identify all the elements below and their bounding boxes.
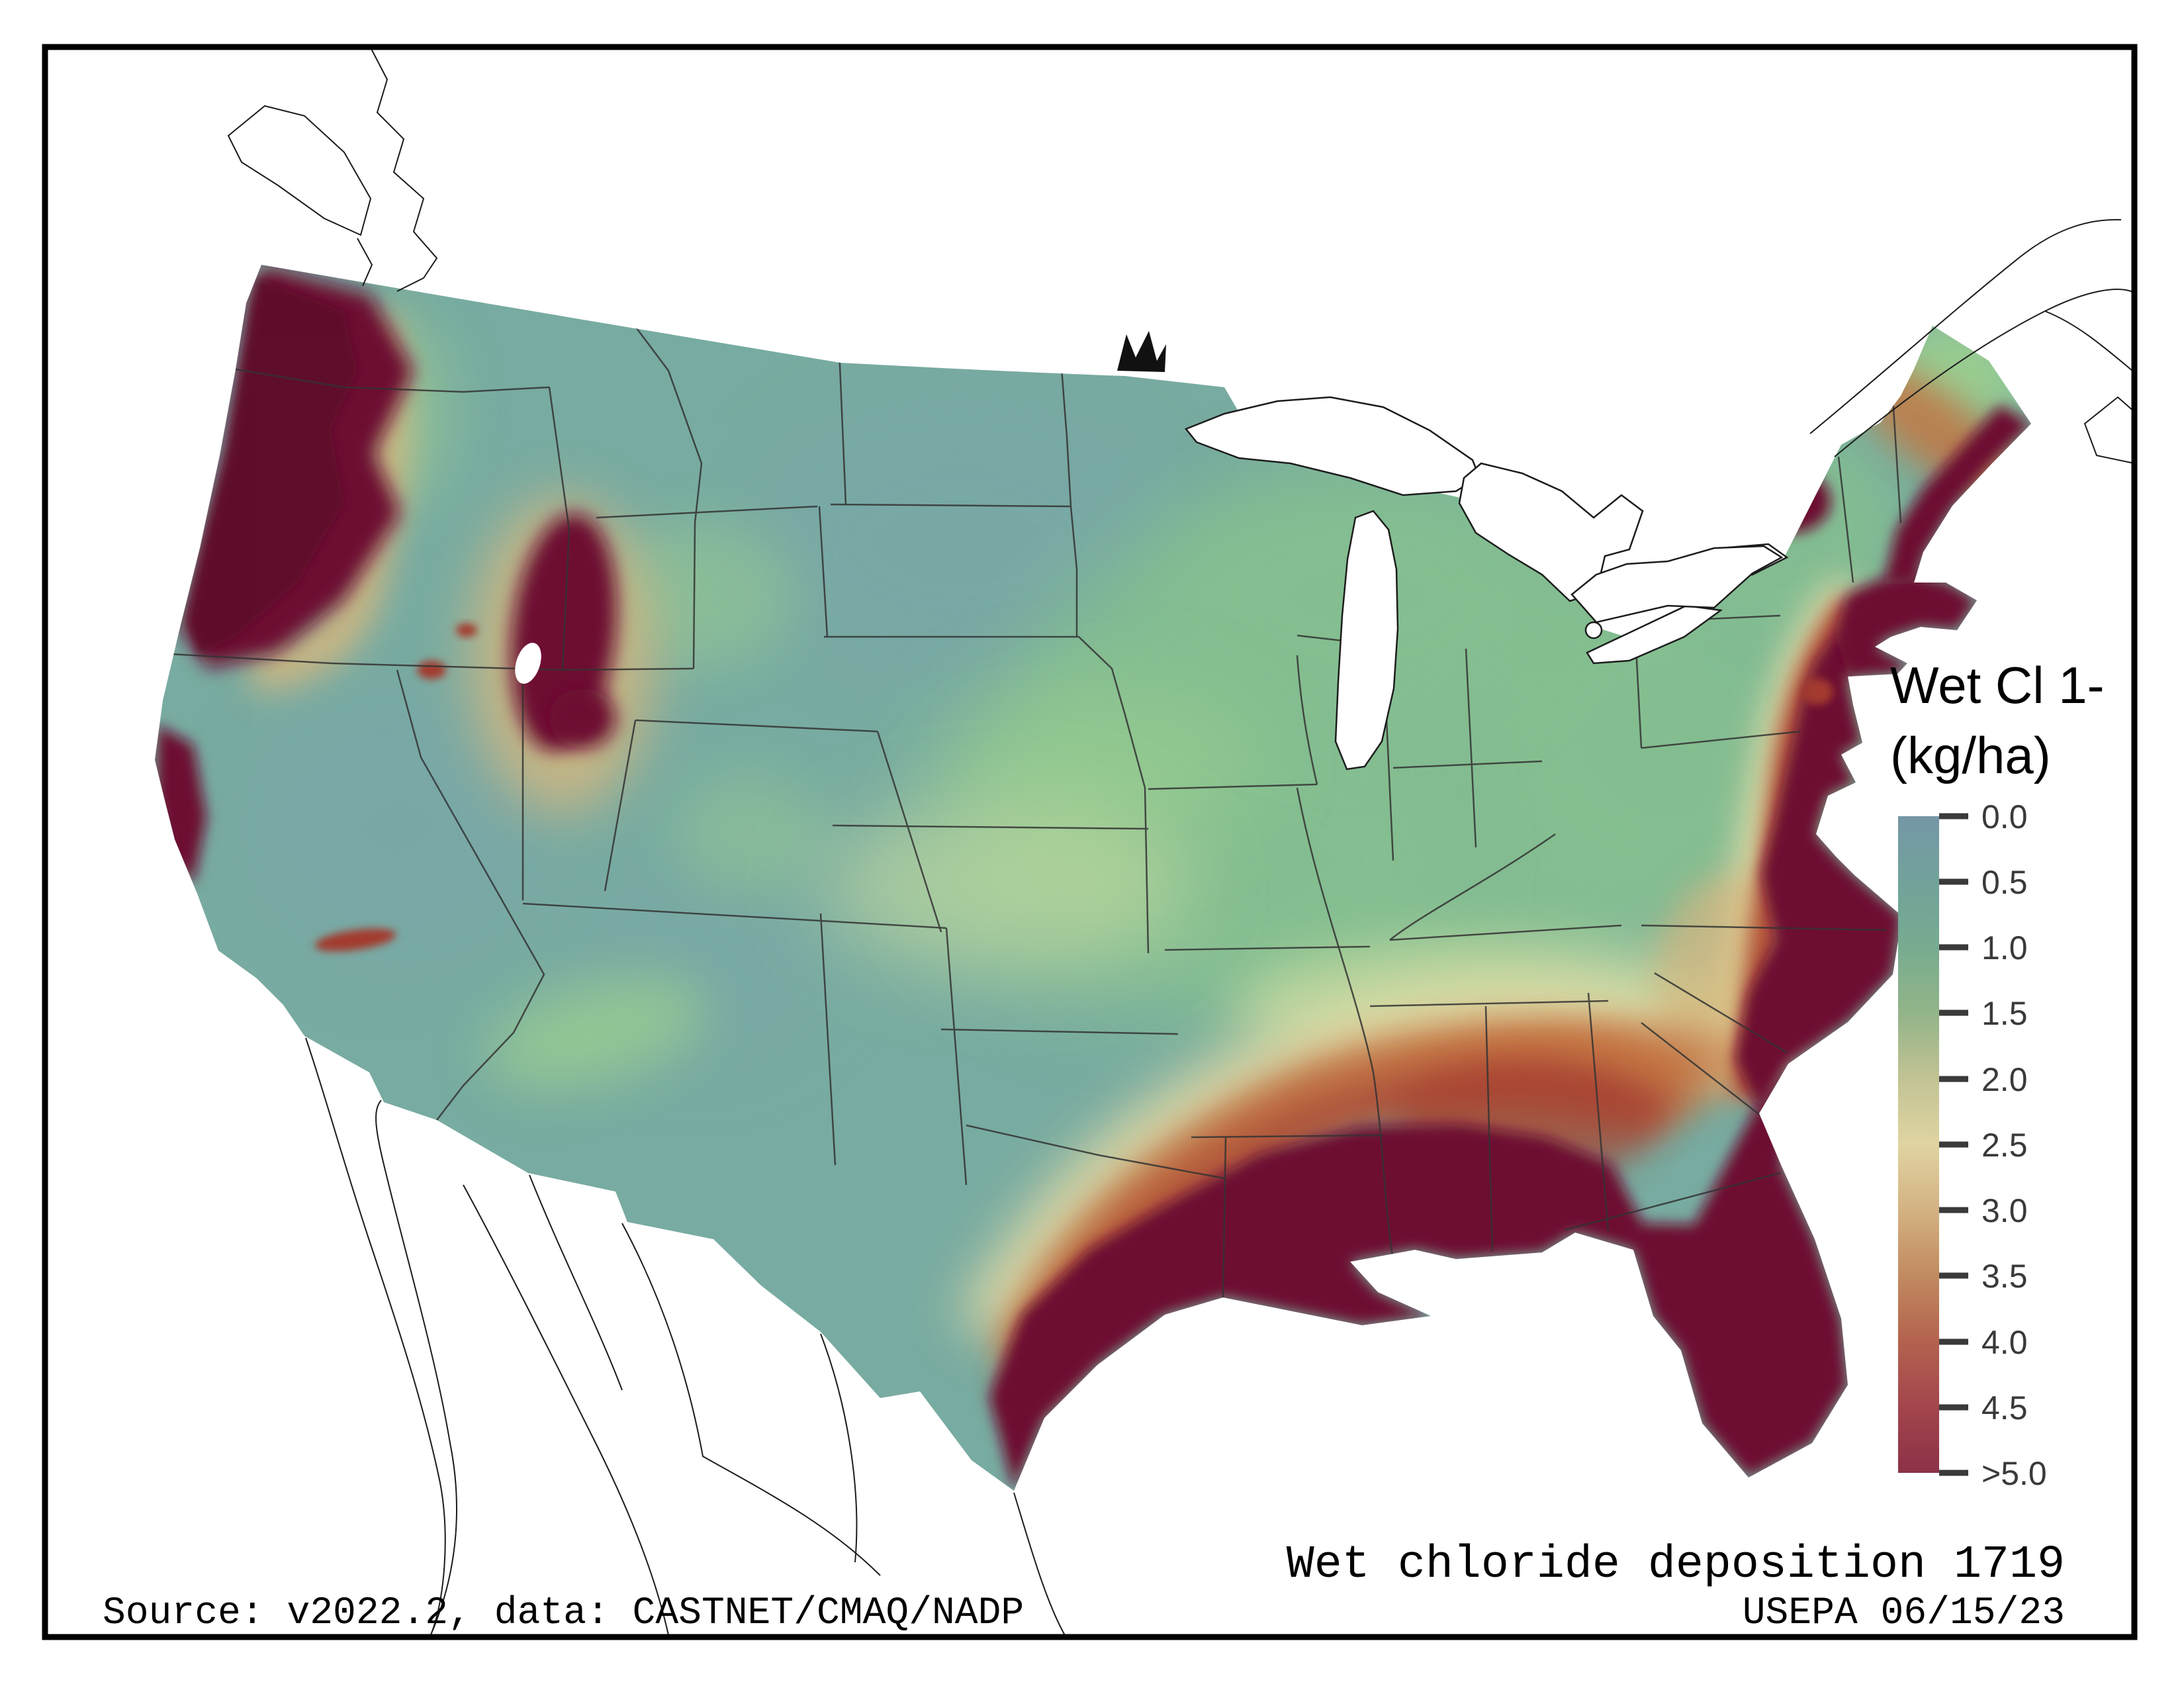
vancouver-island-outline <box>227 105 372 236</box>
lake-of-the-woods-blob <box>1117 331 1166 372</box>
source-note: Source: v2022.2, data: CASTNET/CMAQ/NADP <box>103 1592 1024 1635</box>
annotations: Wet chloride deposition 1719 USEPA 06/15… <box>103 1539 2065 1635</box>
tick-label-9: 4.5 <box>1981 1389 2028 1427</box>
color-scale-ticks <box>1939 813 1968 1476</box>
tick-label-8: 4.0 <box>1981 1324 2028 1361</box>
hotspot-southern-new-england <box>1835 575 1977 677</box>
hotspot-coastal-maine <box>1884 405 2031 584</box>
great-salt-lake-water <box>515 643 541 684</box>
agency-date: USEPA 06/15/23 <box>1743 1592 2065 1635</box>
ontario-peninsula-canada <box>1570 545 1784 624</box>
raster-maroon-zones <box>156 265 2031 1491</box>
tick-label-4: 2.0 <box>1981 1061 2028 1098</box>
hotspot-pnw-core <box>189 278 357 655</box>
tick-label-10: >5.0 <box>1981 1455 2047 1492</box>
mexico-state-line-2 <box>820 1333 858 1563</box>
tick-label-3: 1.5 <box>1981 995 2028 1032</box>
baja-california-outline <box>305 1037 457 1637</box>
lake-michigan <box>1334 510 1399 771</box>
mexico-state-line-1 <box>621 1223 881 1576</box>
hotspot-new-jersey-inland <box>1801 679 1833 705</box>
legend-title-line2: (kg/ha) <box>1890 726 2051 784</box>
st-lawrence-north-shore <box>1809 218 2122 434</box>
lake-st-clair <box>1584 621 1603 639</box>
sonora-coast-outline <box>463 1184 669 1636</box>
legend: Wet Cl 1- (kg/ha) 0.0 0.5 1.0 1.5 2.0 2.… <box>1890 656 2105 1492</box>
state-borders <box>170 317 1902 1298</box>
tick-label-0: 0.0 <box>1981 798 2028 835</box>
tick-label-7: 3.5 <box>1981 1258 2028 1295</box>
hotspot-atlantic-coast <box>1735 634 1902 1112</box>
color-scale-bar <box>1898 816 1939 1473</box>
lake-erie <box>1586 604 1723 665</box>
great-lakes <box>515 396 1789 771</box>
color-scale-labels: 0.0 0.5 1.0 1.5 2.0 2.5 3.0 3.5 4.0 4.5 … <box>1981 798 2047 1492</box>
puget-strait-outline <box>357 238 373 287</box>
tick-label-1: 0.5 <box>1981 864 2028 901</box>
hotspot-socal-ranges <box>314 928 396 952</box>
tick-label-2: 1.0 <box>1981 929 2028 966</box>
mexico-state-line-3 <box>529 1174 623 1391</box>
mexico-gulf-coast-outline <box>1013 1492 1066 1637</box>
legend-title-line1: Wet Cl 1- <box>1890 656 2105 714</box>
st-lawrence-south-shore <box>1834 289 2135 457</box>
new-brunswick-coast <box>2044 310 2133 371</box>
tick-label-5: 2.5 <box>1981 1127 2028 1164</box>
bc-coast-outline <box>370 47 438 292</box>
figure-frame <box>42 44 2138 1640</box>
tick-label-6: 3.0 <box>1981 1192 2028 1229</box>
map-title: Wet chloride deposition 1719 <box>1287 1539 2065 1591</box>
